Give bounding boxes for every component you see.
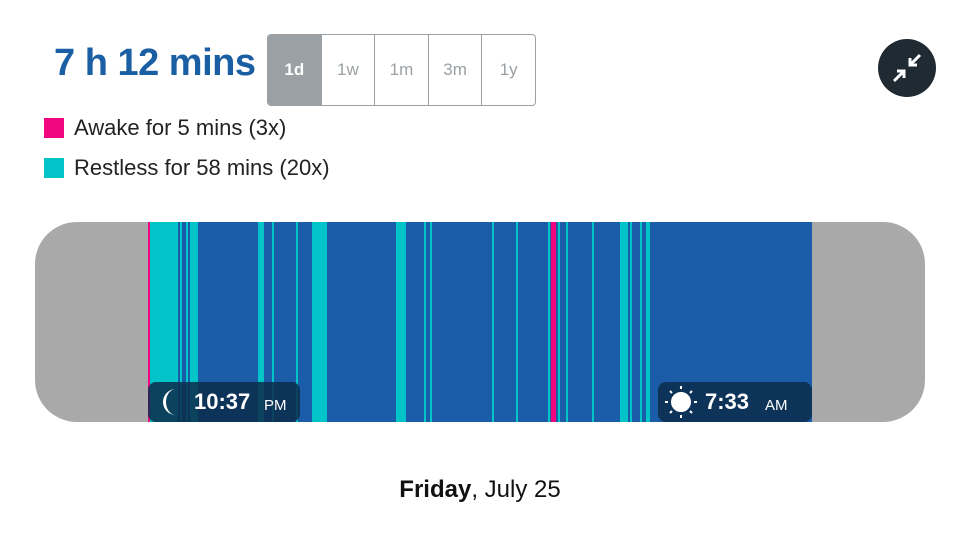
date-rest: , July 25 [471,476,561,503]
weekday: Friday [399,476,472,503]
sun-icon [665,386,697,418]
range-tabs: 1d 1w 1m 3m 1y [267,34,536,106]
moon-icon [163,389,176,415]
stripe [492,222,494,422]
duration: 7 h 12 mins [54,42,256,84]
stripe [548,222,550,422]
stripe [592,222,594,422]
date: Friday, July 25 [0,476,960,504]
tab[interactable]: 1d [268,35,321,105]
stripe [312,222,327,422]
stripe [430,222,432,422]
stripe [396,222,406,422]
legend-item: Restless for 58 mins (20x) [44,155,330,181]
legend-label: Restless for 58 mins (20x) [74,155,330,180]
end-time: 7:33 [705,389,749,414]
legend-label: Awake for 5 mins (3x) [74,115,287,140]
stripe [186,222,188,422]
collapse-button[interactable] [878,39,936,97]
stripe [566,222,568,422]
stripe [148,222,150,422]
collapse-icon [892,53,922,83]
stripe [640,222,642,422]
legend-item: Awake for 5 mins (3x) [44,115,286,141]
legend-swatch [44,158,64,178]
sleep-bar: 10:37 PM 7:33 AM [35,222,925,422]
end-label-box [658,382,812,422]
stripe [180,222,182,422]
start-time: 10:37 [194,389,250,414]
stripe [516,222,518,422]
stripe [558,222,560,422]
tab[interactable]: 1y [481,35,535,105]
start-period: PM [264,397,287,414]
tab[interactable]: 3m [427,35,482,105]
stripe [630,222,632,422]
tab[interactable]: 1m [374,35,428,105]
tab[interactable]: 1w [320,35,375,105]
stripe [424,222,426,422]
start-label-box [148,382,300,422]
stripe [258,222,264,422]
stripe [620,222,628,422]
stripe [551,222,556,422]
end-period: AM [765,397,788,414]
stripe [190,222,198,422]
legend-swatch [44,118,64,138]
stripe [272,222,274,422]
stripe [296,222,298,422]
stripe [646,222,650,422]
